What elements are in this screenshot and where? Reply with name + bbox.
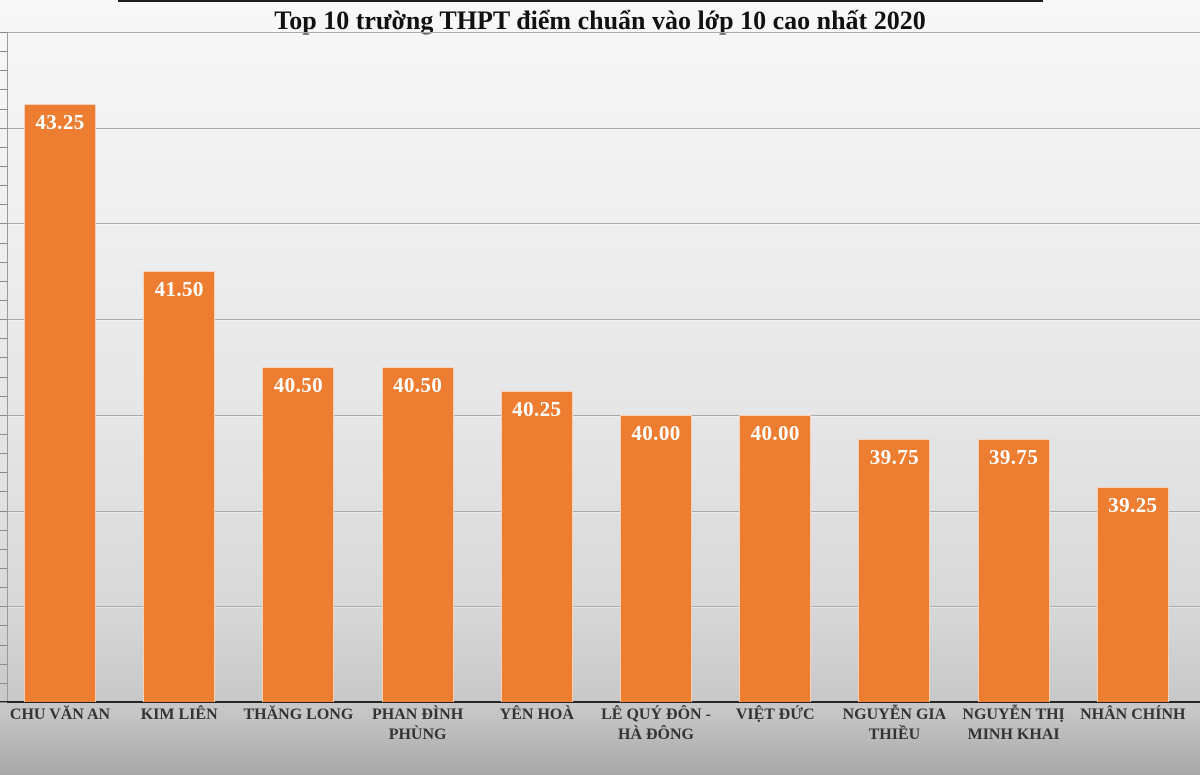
y-axis-minor-tick [0, 166, 7, 167]
bar: 39.25 [1096, 486, 1169, 702]
title-top-border [118, 0, 1043, 2]
y-axis-minor-tick [0, 109, 7, 110]
y-axis-minor-tick [0, 319, 7, 320]
y-axis-minor-tick [0, 147, 7, 148]
gridline [8, 510, 1200, 512]
y-axis-minor-tick [0, 453, 7, 454]
bar-value-label: 40.50 [273, 373, 324, 397]
y-axis-minor-tick [0, 702, 7, 703]
y-axis-minor-tick [0, 185, 7, 186]
bar-value-label: 41.50 [154, 277, 204, 302]
y-axis-minor-tick [0, 625, 7, 626]
y-axis-minor-tick [0, 89, 7, 90]
y-axis-minor-tick [0, 415, 7, 416]
plot-area [7, 32, 1200, 702]
chart-title: Top 10 trường THPT điểm chuẩn vào lớp 10… [274, 6, 926, 35]
bar: 40.25 [500, 390, 573, 702]
y-axis-minor-tick [0, 262, 7, 263]
y-axis-minor-tick [0, 587, 7, 588]
bar-value-label: 39.75 [869, 444, 920, 469]
category-label: PHAN ĐÌNH PHÙNG [372, 706, 464, 743]
category-label: NHÂN CHÍNH [1080, 706, 1186, 723]
category-label: VIỆT ĐỨC [735, 706, 815, 723]
category-label: THĂNG LONG [243, 706, 354, 723]
y-axis-minor-tick [0, 377, 7, 378]
bar: 39.75 [858, 438, 931, 702]
y-axis-minor-tick [0, 281, 7, 282]
y-axis-minor-tick [0, 664, 7, 665]
category-label: YÊN HOÀ [499, 706, 574, 723]
y-axis-minor-tick [0, 223, 7, 224]
bar: 41.50 [143, 271, 216, 702]
category-label: NGUYỄN GIA THIỀU [842, 706, 947, 743]
gridline [8, 606, 1200, 608]
bar-value-label: 40.50 [392, 373, 443, 397]
bar-value-label: 39.25 [1108, 492, 1158, 517]
bar: 40.00 [739, 414, 812, 702]
category-label: CHU VĂN AN [9, 706, 111, 723]
bar: 40.50 [381, 367, 454, 702]
y-axis-minor-tick [0, 300, 7, 301]
y-axis-minor-tick [0, 128, 7, 129]
gridline [8, 223, 1200, 225]
bar-value-label: 39.75 [988, 444, 1039, 469]
category-label: NGUYỄN THỊ MINH KHAI [962, 706, 1065, 743]
bar-value-label: 43.25 [35, 109, 85, 134]
y-axis-minor-tick [0, 683, 7, 684]
y-axis-minor-tick [0, 434, 7, 435]
bar-value-label: 40.00 [750, 420, 800, 445]
y-axis-minor-tick [0, 606, 7, 607]
y-axis-minor-tick [0, 491, 7, 492]
y-axis-minor-tick [0, 32, 7, 33]
y-axis-minor-tick [0, 243, 7, 244]
bar: 40.50 [262, 367, 335, 702]
gridline [8, 319, 1200, 321]
bar-value-label: 40.25 [512, 396, 562, 421]
bar: 40.00 [620, 414, 692, 702]
y-axis-minor-tick [0, 530, 7, 531]
y-axis-minor-tick [0, 396, 7, 397]
gridline [8, 414, 1200, 416]
bar: 39.75 [977, 438, 1050, 702]
x-axis-line [0, 701, 1200, 703]
bar: 43.25 [24, 103, 96, 702]
y-axis-minor-tick [0, 549, 7, 550]
category-label: KIM LIÊN [140, 706, 218, 723]
y-axis-minor-tick [0, 568, 7, 569]
gridline [8, 127, 1200, 129]
y-axis-minor-tick [0, 357, 7, 358]
y-axis-minor-tick [0, 511, 7, 512]
y-axis-minor-tick [0, 338, 7, 339]
category-label: LÊ QUÝ ĐÔN - HÀ ĐÔNG [601, 706, 711, 743]
y-axis-minor-tick [0, 70, 7, 71]
y-axis-minor-tick [0, 472, 7, 473]
y-axis-minor-tick [0, 645, 7, 646]
y-axis-minor-tick [0, 204, 7, 205]
gridline [8, 32, 1200, 33]
bar-value-label: 40.00 [631, 420, 681, 445]
y-axis-minor-tick [0, 51, 7, 52]
